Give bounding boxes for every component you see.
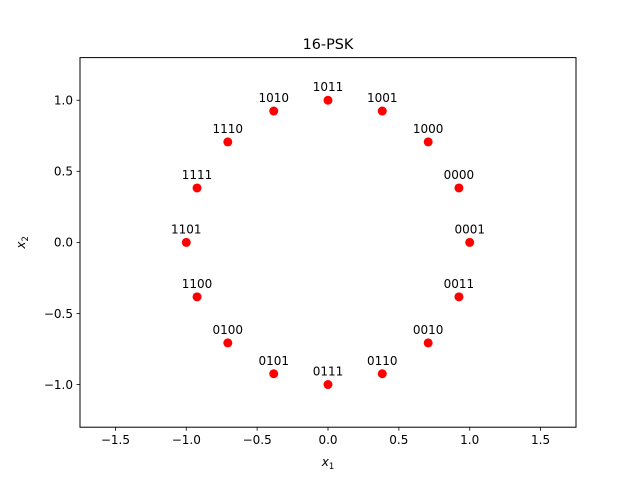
constellation-point xyxy=(181,237,191,247)
x-axis-label: x1 xyxy=(321,455,335,472)
constellation-point xyxy=(377,369,387,379)
point-label: 0101 xyxy=(258,354,289,368)
y-tick-label: 1.0 xyxy=(54,94,73,108)
point-label: 1111 xyxy=(182,168,213,182)
point-label: 0001 xyxy=(454,222,485,236)
x-tick-label: −0.5 xyxy=(243,433,272,447)
constellation-point xyxy=(192,183,202,193)
point-label: 1001 xyxy=(367,91,398,105)
y-tick-label: 0.0 xyxy=(54,236,73,250)
point-labels: 0001 0000 1000 1001 1011 1010 1110 1111 1101 1100… xyxy=(171,80,485,378)
point-label: 1000 xyxy=(413,122,444,136)
y-axis-label-base: x xyxy=(14,241,28,250)
constellation-point xyxy=(423,338,433,348)
constellation-point xyxy=(323,380,333,390)
constellation-point xyxy=(423,137,433,147)
point-label: 0111 xyxy=(313,365,344,379)
constellation-point xyxy=(223,137,233,147)
x-tick-label: −1.0 xyxy=(172,433,201,447)
constellation-point xyxy=(454,292,464,302)
x-tick-label: −1.5 xyxy=(101,433,130,447)
y-tick-label: −1.0 xyxy=(44,378,73,392)
constellation-point xyxy=(269,106,279,116)
point-label: 0100 xyxy=(213,323,244,337)
constellation-point xyxy=(269,369,279,379)
x-axis-label-sub: 1 xyxy=(329,462,334,472)
constellation-point xyxy=(377,106,387,116)
x-tick-label: 0.0 xyxy=(318,433,337,447)
x-axis-label-base: x xyxy=(321,455,330,469)
point-label: 1011 xyxy=(313,80,344,94)
data-points xyxy=(181,95,475,390)
y-axis-label-sub: 2 xyxy=(21,236,31,241)
x-tick-label: 1.5 xyxy=(531,433,550,447)
point-label: 1110 xyxy=(213,122,244,136)
point-label: 0000 xyxy=(444,168,475,182)
point-label: 1101 xyxy=(171,222,202,236)
x-tick-label: 0.5 xyxy=(389,433,408,447)
point-label: 0011 xyxy=(444,277,475,291)
y-axis-label: x2 xyxy=(14,236,31,250)
chart-title: 16-PSK xyxy=(303,37,354,53)
constellation-point xyxy=(465,237,475,247)
y-axis-ticks: −1.0 −0.5 0.0 0.5 1.0 xyxy=(44,94,80,392)
point-label: 0110 xyxy=(367,354,398,368)
x-tick-label: 1.0 xyxy=(460,433,479,447)
point-label: 1100 xyxy=(182,277,213,291)
constellation-point xyxy=(454,183,464,193)
y-tick-label: −0.5 xyxy=(44,307,73,321)
y-tick-label: 0.5 xyxy=(54,165,73,179)
constellation-point xyxy=(192,292,202,302)
point-label: 0010 xyxy=(413,323,444,337)
x-axis-ticks: −1.5 −1.0 −0.5 0.0 0.5 1.0 1.5 xyxy=(101,427,550,447)
point-label: 1010 xyxy=(258,91,289,105)
constellation-point xyxy=(323,95,333,105)
constellation-point xyxy=(223,338,233,348)
